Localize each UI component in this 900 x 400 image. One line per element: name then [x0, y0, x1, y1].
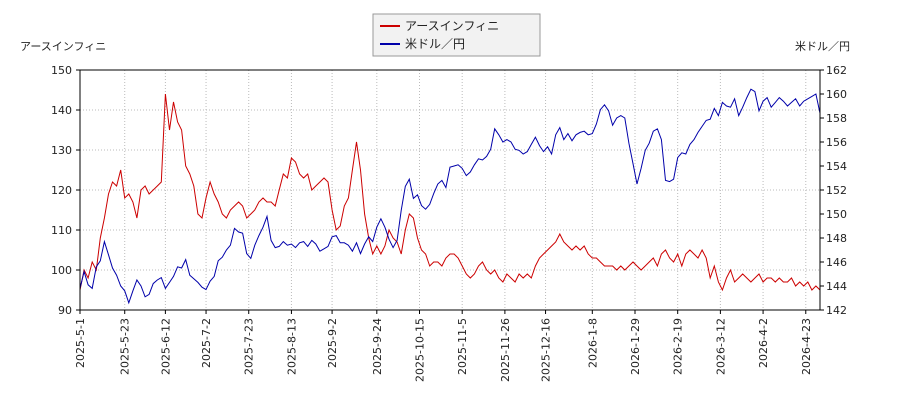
left-tick-label: 150	[51, 64, 72, 77]
legend: アースインフィニ 米ドル／円	[372, 13, 541, 57]
x-tick-label: 2025-6-12	[159, 318, 172, 375]
left-tick-label: 130	[51, 144, 72, 157]
x-tick-label: 2025-12-16	[540, 318, 553, 382]
x-tick-label: 2025-11-5	[456, 318, 469, 375]
x-tick-label: 2026-1-29	[629, 318, 642, 375]
x-tick-label: 2025-9-2	[326, 318, 339, 368]
right-y-axis: 142 144 146 148 150 152 154 156 158 160 162	[820, 64, 847, 317]
x-tick-label: 2025-11-26	[499, 318, 512, 382]
left-tick-label: 120	[51, 184, 72, 197]
x-tick-label: 2026-1-8	[586, 318, 599, 368]
legend-label-series-0: アースインフィニ	[405, 19, 499, 33]
x-tick-label: 2025-10-15	[414, 318, 427, 382]
x-tick-label: 2025-9-24	[371, 318, 384, 375]
x-tick-label: 2025-5-1	[74, 318, 87, 368]
right-tick-label: 156	[826, 136, 847, 149]
left-tick-label: 110	[51, 224, 72, 237]
left-tick-label: 100	[51, 264, 72, 277]
right-tick-label: 152	[826, 184, 847, 197]
x-tick-label: 2026-4-2	[757, 318, 770, 368]
series-lines	[79, 88, 821, 305]
right-tick-label: 150	[826, 208, 847, 221]
left-y-axis: 90 100 110 120 130 140 150	[51, 64, 80, 317]
x-axis: 2025-5-1 2025-5-23 2025-6-12 2025-7-2 2025-7…	[74, 310, 813, 382]
x-tick-label: 2026-2-19	[672, 318, 685, 375]
right-tick-label: 154	[826, 160, 847, 173]
legend-box	[372, 13, 541, 57]
right-tick-label: 146	[826, 256, 847, 269]
right-tick-label: 142	[826, 304, 847, 317]
x-tick-label: 2025-7-23	[243, 318, 256, 375]
right-tick-label: 158	[826, 112, 847, 125]
right-tick-label: 160	[826, 88, 847, 101]
left-axis-title: アースインフィニ	[20, 40, 106, 53]
right-axis-title: 米ドル／円	[795, 40, 850, 53]
series-line-1	[79, 88, 821, 305]
x-tick-label: 2025-5-23	[119, 318, 132, 375]
series-line-0	[79, 93, 821, 292]
right-tick-label: 162	[826, 64, 847, 77]
x-tick-label: 2026-3-12	[714, 318, 727, 375]
right-tick-label: 144	[826, 280, 847, 293]
right-tick-label: 148	[826, 232, 847, 245]
left-tick-label: 90	[58, 304, 72, 317]
legend-label-series-1: 米ドル／円	[405, 37, 465, 51]
x-tick-label: 2025-8-13	[285, 318, 298, 375]
left-tick-label: 140	[51, 104, 72, 117]
x-tick-label: 2025-7-2	[200, 318, 213, 368]
x-tick-label: 2026-4-23	[800, 318, 813, 375]
